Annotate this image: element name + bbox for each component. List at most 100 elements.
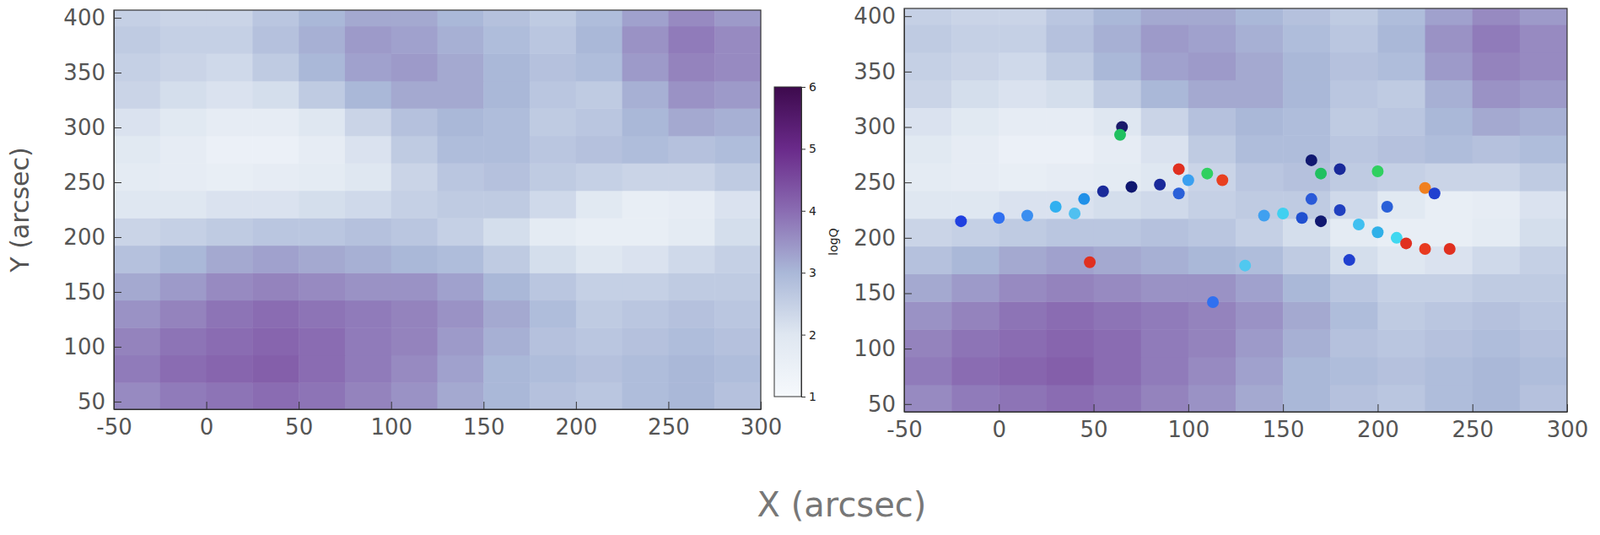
heat-cell: [391, 382, 438, 410]
heat-cell: [113, 53, 161, 81]
heat-cell: [951, 134, 1000, 163]
heat-cell: [1141, 274, 1190, 302]
heat-cell: [904, 24, 953, 53]
heat-cell: [1519, 218, 1568, 247]
heat-cell: [668, 162, 715, 191]
heat-cell: [1330, 356, 1379, 385]
tick: 5: [801, 141, 817, 156]
tick-mark: [904, 237, 912, 239]
heat-cell: [904, 8, 953, 26]
heat-cell: [951, 162, 1000, 191]
heat-cell: [714, 26, 761, 54]
heat-cell: [483, 80, 530, 109]
heat-cell: [529, 80, 577, 109]
colorbar: 123456logQ: [774, 80, 841, 404]
heat-cell: [1377, 107, 1426, 136]
heat-cell: [529, 272, 577, 301]
heat-cell: [483, 327, 530, 356]
tick: 200: [63, 224, 122, 250]
tick-label: 350: [63, 59, 106, 86]
heat-cell: [668, 355, 715, 383]
tick: 6: [801, 80, 817, 94]
heat-cell: [998, 162, 1047, 191]
heat-cell: [1188, 246, 1237, 275]
heat-cell: [483, 10, 530, 27]
tick: 300: [63, 114, 122, 141]
heat-cell: [206, 355, 254, 383]
heat-cell: [1188, 218, 1237, 247]
tick-mark: [904, 71, 912, 73]
heat-cell: [298, 300, 345, 329]
heat-cell: [1282, 274, 1331, 302]
tick-mark: [801, 334, 806, 336]
heat-cell: [1330, 8, 1379, 26]
tick: 150: [1262, 404, 1305, 442]
heat-cell: [391, 327, 438, 356]
heat-cell: [1045, 52, 1094, 81]
tick-label: 6: [808, 80, 817, 94]
heat-cell: [1188, 134, 1237, 163]
heat-cell: [1377, 24, 1426, 53]
tick-label: 4: [808, 204, 817, 218]
tick-label: 100: [853, 335, 896, 361]
heat-cell: [1330, 328, 1379, 357]
heat-cell: [113, 162, 161, 191]
heat-cell: [1330, 218, 1379, 247]
heat-cell: [252, 217, 299, 246]
overlay-point: [992, 211, 1005, 224]
heat-cell: [113, 245, 161, 274]
heat-cell: [529, 53, 577, 81]
heat-cell: [344, 26, 392, 54]
tick-mark: [1093, 404, 1095, 412]
tick-mark: [206, 401, 208, 410]
heat-cell: [437, 107, 485, 136]
heat-cell: [668, 272, 715, 301]
tick: 150: [853, 280, 912, 306]
heat-cell: [206, 190, 254, 219]
heat-cell: [1141, 218, 1190, 247]
heat-cell: [1045, 80, 1094, 108]
heat-cell: [1093, 384, 1143, 412]
heat-cell: [714, 217, 761, 246]
heat-cell: [1472, 107, 1521, 136]
heat-cell: [391, 300, 438, 329]
heat-cell: [1425, 328, 1474, 357]
heat-cell: [1235, 328, 1284, 357]
overlay-point: [1125, 180, 1137, 193]
tick-mark: [113, 127, 122, 129]
overlay-point: [1371, 226, 1384, 238]
plot-frame: [904, 8, 1568, 412]
heat-cell: [1141, 246, 1190, 275]
heat-cell: [998, 134, 1047, 163]
heat-cell: [160, 162, 207, 191]
heat-cell: [344, 135, 392, 164]
heat-cell: [437, 355, 485, 383]
tick-mark: [801, 210, 806, 212]
overlay-point: [1343, 253, 1356, 266]
heat-cell: [483, 190, 530, 219]
tick-label: 200: [1357, 416, 1400, 442]
heat-cell: [1093, 218, 1143, 247]
heat-cell: [951, 384, 1000, 412]
heat-cell: [668, 10, 715, 27]
overlay-point: [1258, 210, 1271, 222]
heat-cell: [1282, 384, 1331, 412]
heat-cell: [483, 26, 530, 54]
overlay-point: [1173, 162, 1186, 175]
overlay-point: [1021, 210, 1034, 222]
tick-label: 400: [853, 3, 896, 29]
heat-cell: [1282, 24, 1331, 53]
heat-cell: [668, 107, 715, 136]
tick-mark: [904, 292, 912, 294]
heat-cell: [1282, 107, 1331, 136]
heat-cell: [1045, 134, 1094, 163]
heat-cell: [113, 382, 161, 410]
heat-cell: [904, 107, 953, 136]
heat-cell: [1519, 8, 1568, 26]
heat-cell: [1472, 246, 1521, 275]
heat-cell: [1519, 246, 1568, 275]
plot-area: [113, 10, 761, 410]
heat-cell: [529, 135, 577, 164]
heat-cell: [1235, 80, 1284, 108]
tick-label: 50: [77, 388, 106, 415]
